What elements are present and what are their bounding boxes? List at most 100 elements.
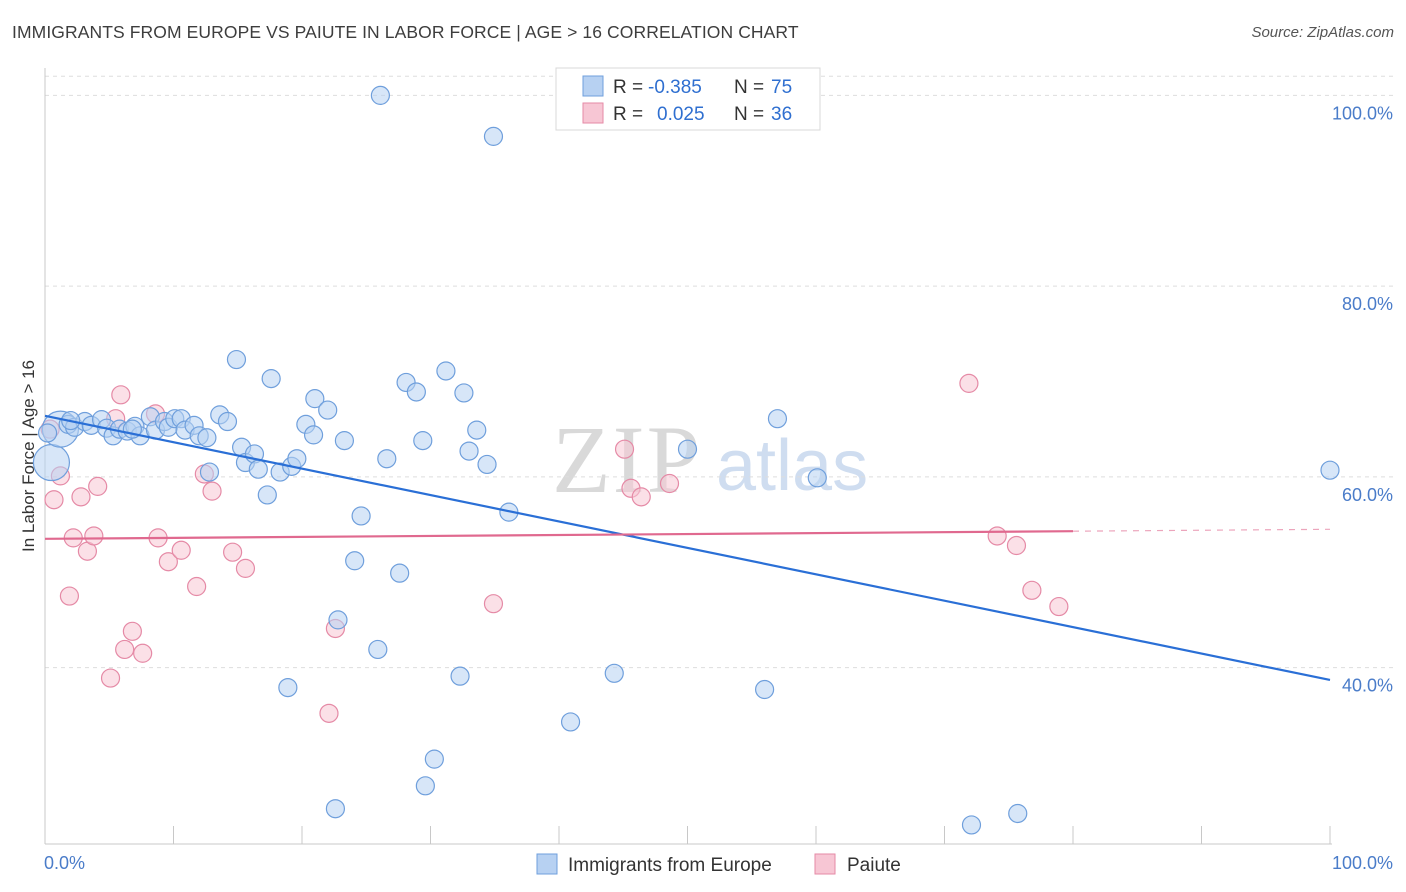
europe-point bbox=[199, 462, 220, 482]
europe-point bbox=[325, 799, 346, 819]
series-legend: Immigrants from Europe Paiute bbox=[536, 853, 901, 876]
europe-point bbox=[450, 666, 470, 686]
europe-point bbox=[370, 85, 390, 105]
paiute-point bbox=[223, 542, 243, 562]
legend-n-label-europe: N = bbox=[734, 77, 764, 98]
europe-point bbox=[413, 431, 433, 451]
europe-point bbox=[767, 409, 788, 429]
paiute-point bbox=[987, 526, 1007, 546]
europe-point bbox=[261, 369, 281, 389]
x-tick-label-min: 0.0% bbox=[44, 853, 85, 873]
europe-point bbox=[677, 439, 698, 459]
bottom-legend-paiute: Paiute bbox=[847, 855, 901, 876]
europe-point bbox=[483, 126, 504, 146]
paiute-point bbox=[235, 558, 256, 578]
europe-point bbox=[1320, 460, 1340, 480]
chart-title: IMMIGRANTS FROM EUROPE VS PAIUTE IN LABO… bbox=[12, 22, 799, 42]
paiute-trend-extension bbox=[1072, 528, 1331, 532]
trend-lines bbox=[44, 414, 1331, 682]
y-tick-label: 80.0% bbox=[1342, 294, 1393, 314]
europe-point bbox=[318, 400, 338, 420]
paiute-point bbox=[1006, 535, 1027, 556]
paiute-trend-line bbox=[44, 530, 1074, 540]
paiute-point bbox=[59, 586, 80, 606]
europe-point bbox=[217, 411, 238, 432]
paiute-points bbox=[40, 373, 1069, 723]
chart-source: Source: ZipAtlas.com bbox=[1251, 24, 1394, 41]
europe-point bbox=[961, 815, 982, 835]
europe-point bbox=[37, 423, 58, 443]
x-ticks bbox=[44, 826, 1331, 844]
paiute-point bbox=[100, 668, 121, 688]
gridlines bbox=[45, 75, 1393, 669]
y-tick-label: 60.0% bbox=[1342, 485, 1393, 505]
europe-point bbox=[334, 431, 355, 451]
paiute-point bbox=[1022, 580, 1042, 600]
europe-point bbox=[807, 468, 827, 488]
paiute-point bbox=[614, 439, 635, 459]
europe-point bbox=[377, 449, 397, 469]
paiute-point bbox=[171, 540, 191, 560]
y-tick-labels: 40.0% 60.0% 80.0% 100.0% bbox=[1332, 103, 1393, 695]
y-tick-label: 40.0% bbox=[1342, 676, 1393, 696]
paiute-point bbox=[133, 643, 153, 663]
watermark-atlas: atlas bbox=[716, 426, 868, 506]
europe-point bbox=[197, 428, 217, 448]
paiute-point bbox=[202, 481, 222, 501]
legend-n-label-paiute: N = bbox=[734, 104, 764, 125]
europe-point bbox=[390, 563, 410, 583]
europe-point bbox=[248, 459, 268, 479]
paiute-point bbox=[111, 385, 131, 405]
paiute-point bbox=[84, 526, 104, 546]
paiute-point bbox=[319, 703, 339, 723]
bottom-legend-swatch-paiute bbox=[814, 853, 836, 875]
legend-r-value-europe: -0.385 bbox=[648, 77, 702, 98]
legend-swatch-paiute bbox=[582, 102, 604, 124]
europe-point bbox=[305, 389, 325, 409]
bottom-legend-europe: Immigrants from Europe bbox=[568, 855, 772, 876]
europe-point bbox=[32, 443, 71, 482]
europe-point bbox=[436, 361, 456, 381]
legend-n-value-paiute: 36 bbox=[771, 104, 792, 125]
paiute-point bbox=[1049, 596, 1069, 617]
paiute-point bbox=[44, 490, 64, 510]
paiute-point bbox=[122, 621, 142, 641]
paiute-point bbox=[71, 487, 91, 507]
paiute-point bbox=[659, 473, 680, 494]
y-axis-label: In Labor Force | Age > 16 bbox=[19, 360, 38, 552]
legend-swatch-europe bbox=[582, 75, 604, 97]
europe-point bbox=[467, 420, 487, 440]
europe-point bbox=[328, 610, 348, 630]
paiute-point bbox=[483, 594, 504, 614]
europe-point bbox=[424, 749, 444, 769]
bottom-legend-swatch-europe bbox=[536, 853, 558, 875]
paiute-point bbox=[115, 639, 135, 660]
paiute-point bbox=[187, 576, 207, 597]
paiute-point bbox=[631, 487, 651, 507]
y-tick-label: 100.0% bbox=[1332, 103, 1393, 123]
europe-point bbox=[454, 383, 474, 403]
europe-point bbox=[303, 425, 324, 445]
correlation-legend: R = -0.385 N = 75 R = 0.025 N = 36 bbox=[555, 67, 821, 131]
europe-point bbox=[345, 551, 365, 571]
europe-point bbox=[560, 712, 581, 732]
europe-point bbox=[406, 382, 426, 402]
europe-point bbox=[1008, 803, 1028, 824]
legend-n-value-europe: 75 bbox=[771, 77, 792, 98]
paiute-point bbox=[88, 476, 108, 496]
europe-point bbox=[351, 506, 371, 526]
paiute-point bbox=[959, 373, 979, 393]
legend-r-label-paiute: R = bbox=[613, 104, 643, 125]
europe-point bbox=[754, 679, 775, 700]
europe-point bbox=[257, 485, 277, 505]
europe-point bbox=[226, 349, 247, 370]
paiute-point bbox=[158, 552, 178, 572]
europe-point bbox=[368, 639, 388, 660]
legend-r-value-paiute: 0.025 bbox=[657, 104, 705, 125]
europe-point bbox=[287, 449, 307, 469]
legend-r-label-europe: R = bbox=[613, 77, 643, 98]
europe-point bbox=[415, 776, 435, 796]
x-tick-label-max: 100.0% bbox=[1332, 853, 1393, 873]
europe-point bbox=[477, 454, 497, 475]
europe-point bbox=[278, 677, 298, 698]
